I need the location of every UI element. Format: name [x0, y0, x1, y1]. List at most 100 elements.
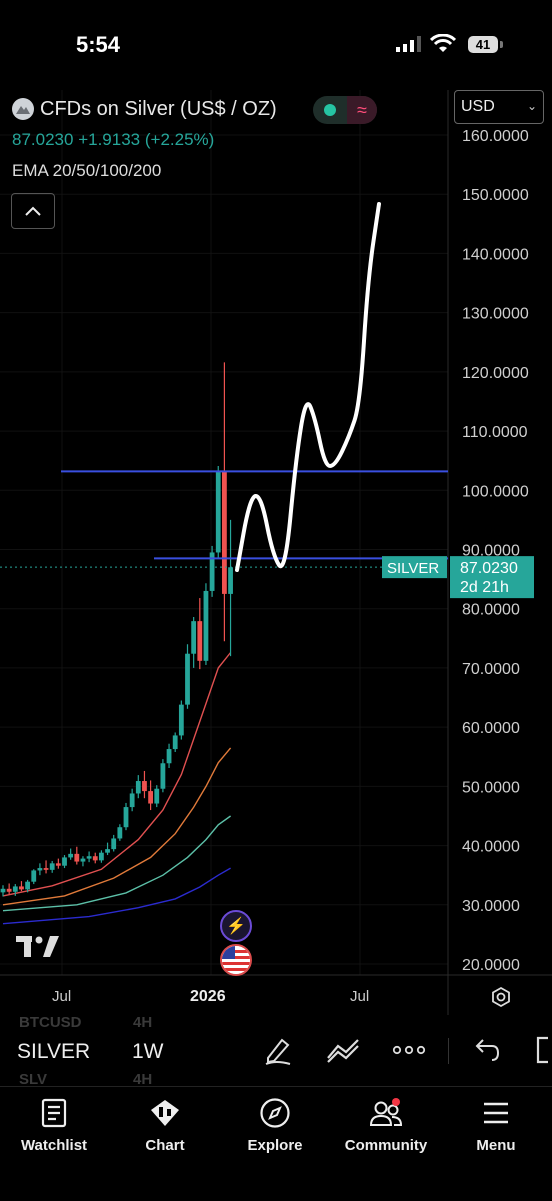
candle-body — [172, 735, 178, 750]
x-tick-label: Jul — [350, 988, 370, 1005]
candle-body — [105, 849, 110, 853]
candle-body — [62, 857, 67, 866]
candle-body — [111, 838, 117, 850]
currency-select[interactable]: USD ⌄ — [454, 90, 544, 124]
tilde-icon: ≈ — [347, 96, 377, 124]
price-tag-value: 87.0230 — [460, 560, 518, 577]
fullscreen-icon[interactable] — [534, 1034, 552, 1066]
candle-body — [178, 704, 184, 736]
last-price: 87.0230 — [12, 130, 74, 149]
axis-price-tag — [450, 556, 534, 599]
ghost-symbol: BTCUSD — [19, 1014, 82, 1031]
indicators-icon[interactable] — [326, 1034, 360, 1066]
price-tag-symbol: SILVER — [387, 560, 439, 577]
candle-body — [68, 853, 74, 858]
y-tick-label: 60.0000 — [462, 720, 520, 737]
ghost-symbol: SLV — [19, 1071, 48, 1088]
candle-body — [55, 863, 61, 866]
drawing-pen-icon[interactable] — [262, 1034, 294, 1066]
candle-body — [160, 763, 166, 789]
tab-community[interactable]: Community — [336, 1095, 436, 1154]
tab-chart[interactable]: Chart — [115, 1095, 215, 1154]
chart-icon — [151, 1100, 179, 1126]
chart-settings-icon[interactable] — [490, 986, 512, 1008]
candle-body — [215, 470, 221, 553]
more-options-icon[interactable] — [392, 1034, 426, 1066]
candle-body — [117, 827, 123, 839]
silver-logo-icon — [12, 98, 34, 120]
tab-label: Menu — [476, 1137, 516, 1154]
candle-body — [154, 788, 160, 804]
candle-body — [43, 868, 49, 870]
timeframe-button[interactable]: 1W — [132, 1040, 164, 1063]
battery-icon: 41 — [468, 36, 498, 53]
candle-body — [86, 856, 92, 859]
battery-tip — [500, 41, 503, 48]
candle-body — [191, 621, 197, 654]
candle-body — [74, 853, 80, 862]
tab-menu[interactable]: Menu — [446, 1095, 546, 1154]
y-tick-label: 140.0000 — [462, 246, 529, 263]
candle-body — [185, 653, 190, 705]
y-tick-label: 50.0000 — [462, 779, 520, 796]
candle-body — [25, 881, 30, 890]
candle-body — [209, 552, 215, 591]
toolbar-divider — [448, 1038, 449, 1064]
tradingview-logo-icon — [16, 936, 59, 957]
candle-body — [49, 863, 55, 870]
tab-label: Explore — [247, 1137, 303, 1154]
undo-icon[interactable] — [472, 1034, 500, 1066]
y-tick-label: 90.0000 — [462, 543, 520, 560]
watchlist-icon — [41, 1098, 67, 1128]
candle-body — [197, 621, 203, 661]
ghost-timeframe: 4H — [133, 1014, 153, 1031]
candle-body — [166, 749, 172, 764]
candle-body — [135, 781, 141, 794]
y-tick-label: 120.0000 — [462, 365, 529, 382]
ema-line — [2, 815, 232, 912]
price-change: +1.9133 — [78, 130, 141, 149]
clock: 5:54 — [76, 32, 121, 57]
candle-body — [92, 856, 98, 861]
y-tick-label: 110.0000 — [462, 424, 528, 441]
market-open-dot-icon — [324, 104, 336, 116]
ghost-timeframe: 4H — [133, 1071, 153, 1088]
tab-label: Community — [344, 1137, 428, 1154]
candle-body — [228, 567, 233, 594]
wifi-icon — [430, 34, 456, 52]
ema-line — [2, 867, 231, 925]
y-tick-label: 30.0000 — [462, 898, 520, 915]
candle-body — [129, 793, 135, 808]
y-tick-label: 40.0000 — [462, 839, 520, 856]
menu-icon — [484, 1102, 508, 1124]
indicator-label[interactable]: EMA 20/50/100/200 — [12, 161, 162, 180]
candle-body — [222, 470, 227, 594]
community-icon — [369, 1098, 403, 1126]
ema-line — [2, 747, 232, 906]
candle-body — [0, 888, 6, 893]
ema-line — [2, 652, 232, 897]
y-tick-label: 70.0000 — [462, 661, 520, 678]
y-tick-label: 150.0000 — [462, 187, 529, 204]
currency-value: USD — [461, 98, 495, 115]
instrument-title: CFDs on Silver (US$ / OZ) — [40, 97, 277, 120]
chart-area[interactable]: 160.0000 150.0000 140.0000 130.0000 120.0000… — [0, 90, 552, 1015]
candle-body — [123, 807, 129, 828]
lightning-event-icon[interactable]: ⚡ — [220, 910, 252, 942]
tab-explore[interactable]: Explore — [225, 1095, 325, 1154]
collapse-legend-button[interactable] — [11, 193, 55, 229]
y-tick-label: 20.0000 — [462, 957, 520, 974]
price-change-pct: (+2.25%) — [144, 130, 215, 149]
signal-icon — [396, 36, 421, 52]
symbol-button[interactable]: SILVER — [17, 1040, 91, 1063]
bottom-tab-bar: Watchlist Chart Explore Community Menu — [0, 1086, 552, 1201]
candle-body — [99, 852, 104, 861]
symbol-header: CFDs on Silver (US$ / OZ) — [12, 96, 277, 122]
market-status-toggle[interactable]: ≈ — [313, 96, 377, 124]
candle-body — [203, 590, 209, 661]
candle-body — [31, 870, 37, 882]
us-flag-event-icon[interactable] — [220, 944, 252, 976]
price-chart[interactable]: 160.0000 150.0000 140.0000 130.0000 120.0000… — [0, 90, 552, 1015]
tab-watchlist[interactable]: Watchlist — [4, 1095, 104, 1154]
y-tick-label: 130.0000 — [462, 306, 529, 323]
